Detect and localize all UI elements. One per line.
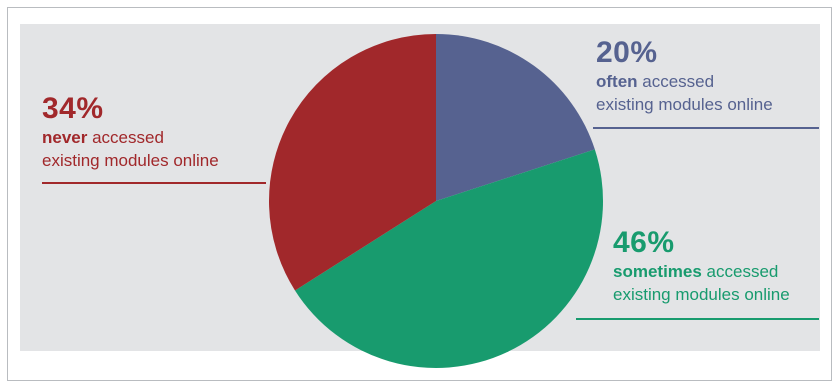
rest-sometimes: accessed	[701, 262, 779, 281]
desc-never: never accessed	[42, 126, 219, 149]
desc-sometimes: sometimes accessed	[613, 260, 790, 283]
callout-never: 34% never accessed existing modules onli…	[42, 92, 219, 172]
line2-never: existing modules online	[42, 151, 219, 170]
rest-often: accessed	[637, 72, 715, 91]
keyword-never: never	[42, 128, 88, 147]
keyword-sometimes: sometimes	[613, 262, 702, 281]
callout-sometimes: 46% sometimes accessed existing modules …	[613, 226, 790, 306]
line2-sometimes: existing modules online	[613, 285, 790, 304]
percent-sometimes: 46%	[613, 226, 675, 259]
keyword-often: often	[596, 72, 638, 91]
rest-never: accessed	[87, 128, 164, 147]
pie-slice-sometimes	[295, 149, 604, 369]
rule-never	[42, 182, 266, 184]
rule-sometimes	[576, 318, 819, 320]
pie-slice-often	[436, 34, 595, 201]
percent-often: 20%	[596, 36, 658, 69]
rule-often	[593, 127, 819, 129]
line2-often: existing modules online	[596, 95, 773, 114]
pie-slice-never	[269, 34, 436, 291]
percent-never: 34%	[42, 92, 104, 125]
desc-often: often accessed	[596, 70, 773, 93]
callout-often: 20% often accessed existing modules onli…	[596, 36, 773, 116]
